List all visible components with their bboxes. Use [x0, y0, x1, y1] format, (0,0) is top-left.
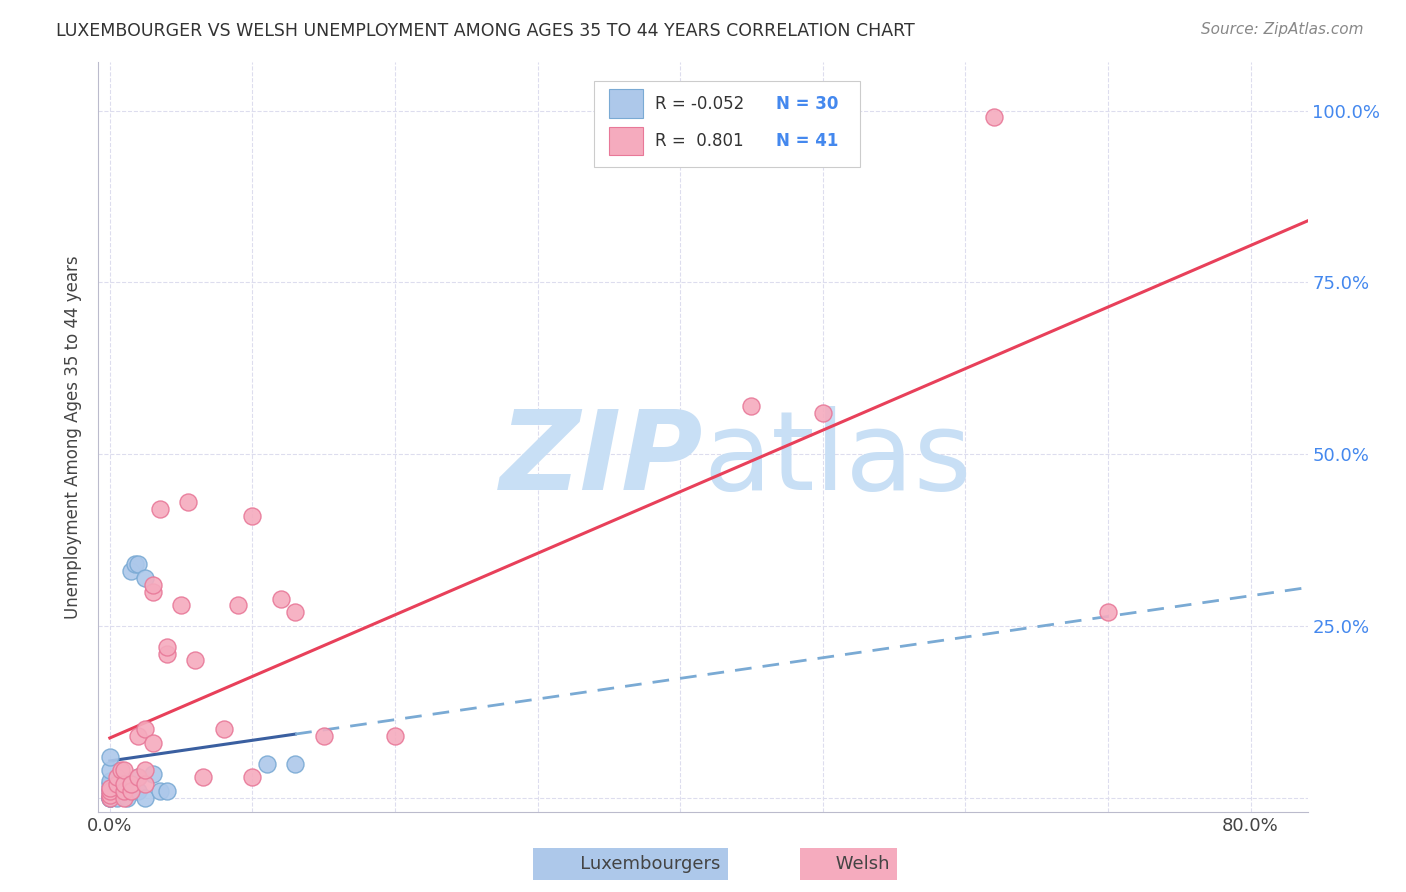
Point	[98, 777, 121, 791]
Point	[134, 723, 156, 737]
Text: N = 30: N = 30	[776, 95, 838, 112]
Text: Welsh: Welsh	[807, 855, 890, 873]
Point	[98, 784, 121, 798]
Point	[98, 791, 121, 805]
Point	[98, 791, 121, 805]
Point	[98, 780, 121, 795]
Point	[184, 653, 207, 667]
FancyBboxPatch shape	[595, 81, 860, 168]
Point	[110, 780, 132, 795]
Bar	[609, 89, 643, 118]
Point	[284, 756, 307, 771]
Point	[127, 770, 149, 784]
Point	[112, 764, 135, 778]
Point	[177, 495, 200, 509]
Point	[134, 571, 156, 585]
Text: atlas: atlas	[703, 406, 972, 513]
Point	[384, 729, 406, 743]
Point	[811, 406, 834, 420]
Point	[312, 729, 335, 743]
Point	[212, 723, 235, 737]
Point	[120, 564, 142, 578]
Point	[98, 784, 121, 798]
Bar	[609, 127, 643, 155]
Text: LUXEMBOURGER VS WELSH UNEMPLOYMENT AMONG AGES 35 TO 44 YEARS CORRELATION CHART: LUXEMBOURGER VS WELSH UNEMPLOYMENT AMONG…	[56, 22, 915, 40]
Text: Source: ZipAtlas.com: Source: ZipAtlas.com	[1201, 22, 1364, 37]
Point	[98, 788, 121, 802]
Point	[983, 111, 1005, 125]
Point	[112, 773, 135, 788]
Point	[112, 784, 135, 798]
Point	[120, 777, 142, 791]
Point	[149, 784, 172, 798]
Point	[112, 791, 135, 805]
Point	[740, 399, 762, 413]
Point	[256, 756, 278, 771]
Point	[98, 780, 121, 795]
Point	[134, 791, 156, 805]
Point	[142, 578, 165, 592]
Point	[98, 791, 121, 805]
Point	[127, 558, 149, 572]
Point	[124, 558, 146, 572]
Point	[127, 729, 149, 743]
Point	[270, 591, 292, 606]
Point	[110, 764, 132, 778]
Text: Luxembourgers: Luxembourgers	[540, 855, 721, 873]
Y-axis label: Unemployment Among Ages 35 to 44 years: Unemployment Among Ages 35 to 44 years	[65, 255, 83, 619]
Point	[115, 791, 138, 805]
Point	[149, 502, 172, 516]
Point	[112, 777, 135, 791]
Point	[120, 784, 142, 798]
Point	[226, 599, 249, 613]
Point	[170, 599, 193, 613]
Point	[1097, 606, 1119, 620]
Point	[142, 736, 165, 750]
Point	[142, 584, 165, 599]
Point	[156, 647, 179, 661]
Point	[98, 764, 121, 778]
Point	[112, 780, 135, 795]
Point	[284, 606, 307, 620]
Text: ZIP: ZIP	[499, 406, 703, 513]
Point	[112, 784, 135, 798]
Point	[127, 784, 149, 798]
Point	[105, 777, 128, 791]
Point	[156, 784, 179, 798]
Point	[105, 791, 128, 805]
Point	[105, 784, 128, 798]
Point	[98, 788, 121, 802]
Point	[191, 770, 214, 784]
Point	[105, 770, 128, 784]
Point	[134, 777, 156, 791]
Point	[98, 791, 121, 805]
Point	[98, 749, 121, 764]
Point	[156, 640, 179, 654]
Point	[134, 764, 156, 778]
Point	[142, 767, 165, 781]
Text: R = -0.052: R = -0.052	[655, 95, 744, 112]
Text: N = 41: N = 41	[776, 132, 838, 150]
Point	[120, 784, 142, 798]
Point	[242, 770, 264, 784]
Point	[242, 509, 264, 524]
Point	[127, 770, 149, 784]
Text: R =  0.801: R = 0.801	[655, 132, 744, 150]
Point	[98, 773, 121, 788]
